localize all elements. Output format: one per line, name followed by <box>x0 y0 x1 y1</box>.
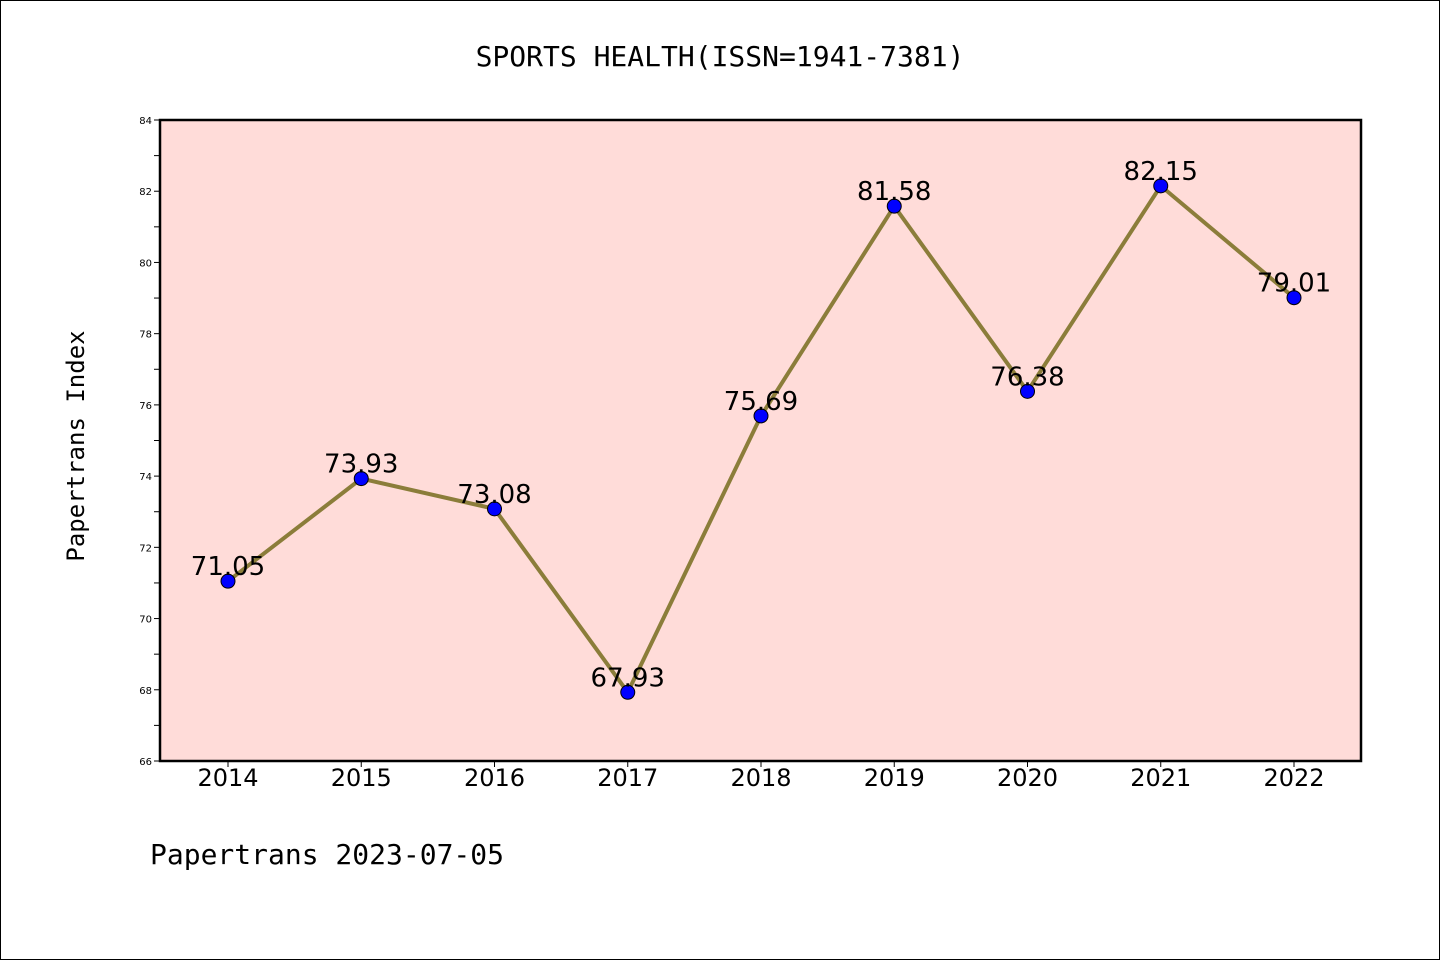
data-point <box>886 198 902 214</box>
y-tick-label: 68 <box>139 686 152 697</box>
data-label: 81.58 <box>857 177 931 207</box>
data-point <box>1020 383 1035 399</box>
data-label: 75.69 <box>724 387 798 417</box>
y-tick-label: 84 <box>139 116 152 127</box>
x-tick-label: 2022 <box>1263 764 1324 792</box>
data-point <box>1286 290 1302 306</box>
data-label: 79.01 <box>1257 269 1331 299</box>
y-tick-label: 76 <box>139 401 152 412</box>
data-label: 82.15 <box>1124 157 1198 187</box>
y-tick-label: 66 <box>139 757 152 768</box>
x-tick-label: 2014 <box>197 764 258 792</box>
footer-text: Papertrans 2023-07-05 <box>150 838 504 871</box>
x-tick-label: 2017 <box>597 764 658 792</box>
data-point <box>620 684 636 700</box>
data-point <box>487 501 502 517</box>
plot-area <box>158 118 1363 763</box>
x-tick-label: 2019 <box>864 764 925 792</box>
data-point <box>1153 178 1169 194</box>
y-tick-label: 80 <box>139 258 152 269</box>
y-axis-label: Papertrans Index <box>62 330 90 561</box>
x-tick-label: 2021 <box>1130 764 1191 792</box>
y-tick-label: 72 <box>139 543 152 554</box>
y-axis: 66 68 70 72 74 76 78 80 82 84 <box>139 116 160 768</box>
data-label: 76.38 <box>990 362 1064 392</box>
x-tick-label: 2020 <box>997 764 1058 792</box>
y-tick-label: 70 <box>139 615 152 626</box>
chart-title: SPORTS HEALTH(ISSN=1941-7381) <box>476 40 965 73</box>
data-label: 71.05 <box>191 552 265 582</box>
x-tick-label: 2016 <box>464 764 525 792</box>
y-tick-label: 74 <box>139 472 152 483</box>
x-tick-label: 2018 <box>730 764 791 792</box>
y-tick-label: 78 <box>139 330 152 341</box>
y-tick-label: 82 <box>139 187 152 198</box>
data-labels-group: 71.05 73.93 73.08 67.93 75.69 81.58 76.38 82.15… <box>191 157 1331 693</box>
markers-group <box>220 178 1302 700</box>
data-point <box>220 573 236 589</box>
data-point <box>753 408 769 424</box>
data-label: 73.08 <box>457 480 531 510</box>
x-axis: 2014 2015 2016 2017 2018 2019 2020 2021 2022 <box>197 761 1325 792</box>
x-tick-label: 2015 <box>331 764 392 792</box>
data-point <box>353 471 369 487</box>
data-label: 67.93 <box>591 663 665 693</box>
data-label: 73.93 <box>324 450 398 480</box>
